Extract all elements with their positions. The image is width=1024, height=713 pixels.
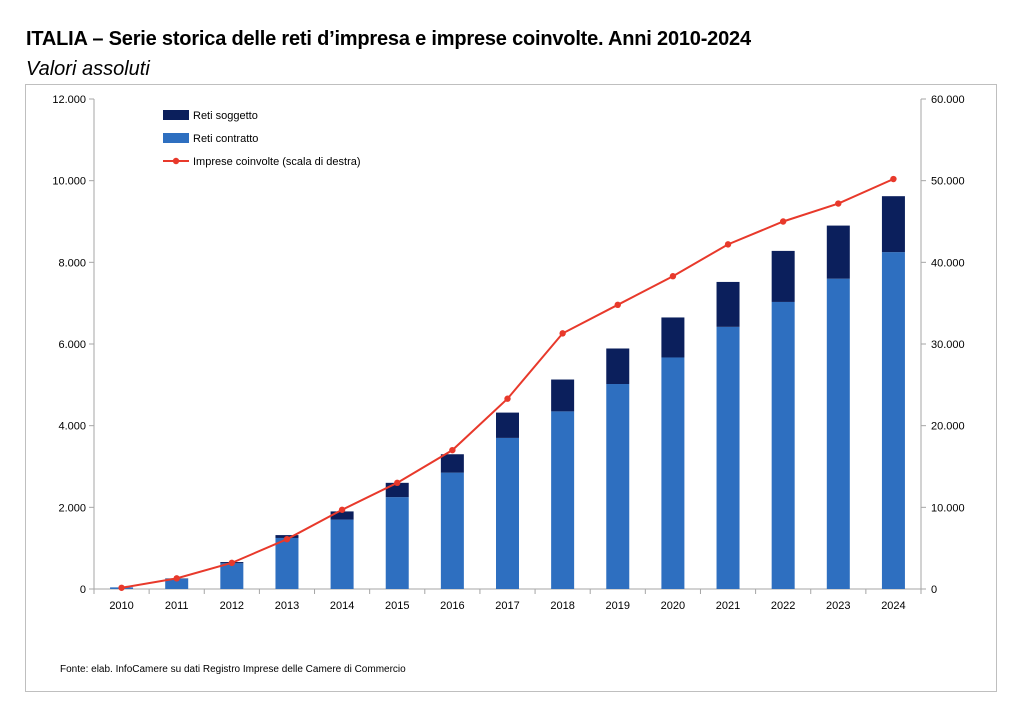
right-tick-label: 40.000	[931, 257, 965, 269]
point-imprese-coinvolte	[338, 506, 346, 513]
point-imprese-coinvolte	[559, 330, 566, 337]
right-tick-label: 20.000	[931, 421, 965, 433]
legend-label-reti-contratto: Reti contratto	[193, 133, 258, 145]
right-tick-label: 10.000	[931, 502, 965, 514]
right-tick-label: 0	[931, 584, 937, 596]
bar-reti-contratto	[716, 326, 740, 589]
bar-reti-contratto	[385, 497, 409, 589]
left-tick-label: 12.000	[52, 94, 86, 106]
x-tick-label: 2016	[440, 600, 464, 612]
bar-reti-contratto	[826, 278, 850, 589]
bar-reti-soggetto	[440, 454, 464, 473]
point-imprese-coinvolte	[449, 446, 456, 454]
bar-reti-contratto	[165, 578, 189, 589]
chart-frame: 0 2.000 4.000 6.000 8.000 10.000 12.000 0 10.000…	[25, 84, 997, 692]
left-tick-label: 6.000	[58, 339, 86, 351]
bar-reti-contratto	[496, 437, 519, 589]
bar-reti-contratto	[661, 357, 685, 589]
chart-title: ITALIA – Serie storica delle reti d’impr…	[26, 28, 751, 50]
bar-reti-soggetto	[771, 250, 795, 302]
right-tick-label: 60.000	[931, 94, 965, 106]
bar-reti-soggetto	[606, 348, 630, 385]
chart-subtitle: Valori assoluti	[26, 58, 150, 80]
bar-reti-soggetto	[661, 317, 685, 358]
x-tick-label: 2019	[606, 600, 630, 612]
x-tick-label: 2011	[165, 600, 189, 612]
left-tick-label: 0	[80, 584, 86, 596]
x-tick-label: 2017	[495, 600, 519, 612]
legend-swatch-reti-soggetto	[163, 110, 189, 120]
x-tick-label: 2024	[881, 600, 905, 612]
x-tick-label: 2020	[661, 600, 685, 612]
bar-reti-soggetto	[496, 412, 519, 438]
bar-reti-contratto	[551, 411, 575, 589]
bar-reti-soggetto	[826, 225, 850, 279]
bar-reti-soggetto	[716, 281, 740, 327]
x-tick-label: 2015	[385, 600, 409, 612]
right-tick-label: 50.000	[931, 176, 965, 188]
left-tick-label: 2.000	[58, 502, 86, 514]
bar-reti-contratto	[881, 252, 905, 589]
point-imprese-coinvolte	[779, 218, 787, 225]
chart-plot: 0 2.000 4.000 6.000 8.000 10.000 12.000 0 10.000…	[52, 94, 965, 612]
legend-label-reti-soggetto: Reti soggetto	[193, 110, 258, 122]
point-imprese-coinvolte	[228, 559, 236, 567]
x-tick-label: 2021	[716, 600, 740, 612]
bar-reti-contratto	[220, 563, 244, 589]
x-tick-label: 2012	[220, 600, 244, 612]
x-tick-label: 2018	[550, 600, 574, 612]
bar-reti-contratto	[440, 472, 464, 589]
x-tick-label: 2022	[771, 600, 795, 612]
point-imprese-coinvolte	[724, 241, 732, 248]
bar-reti-contratto	[771, 301, 795, 589]
point-imprese-coinvolte	[614, 301, 621, 308]
legend-swatch-imprese-marker	[172, 157, 180, 165]
bar-reti-contratto	[606, 384, 630, 589]
legend-label-imprese-coinvolte: Imprese coinvolte (scala di destra)	[193, 156, 361, 168]
point-imprese-coinvolte	[118, 584, 125, 591]
x-tick-label: 2023	[826, 600, 850, 612]
left-tick-label: 8.000	[58, 257, 86, 269]
x-tick-label: 2013	[275, 600, 299, 612]
bar-reti-contratto	[275, 537, 299, 589]
point-imprese-coinvolte	[669, 273, 677, 280]
point-imprese-coinvolte	[394, 479, 401, 487]
point-imprese-coinvolte	[835, 200, 842, 207]
bar-reti-soggetto	[330, 511, 354, 520]
bar-reti-contratto	[330, 519, 354, 589]
source-note: Fonte: elab. InfoCamere su dati Registro…	[60, 664, 406, 675]
right-tick-label: 30.000	[931, 339, 965, 351]
x-tick-label: 2010	[109, 600, 133, 612]
point-imprese-coinvolte	[283, 535, 291, 543]
bar-reti-soggetto	[551, 379, 575, 412]
point-imprese-coinvolte	[890, 175, 897, 183]
x-tick-label: 2014	[330, 600, 354, 612]
point-imprese-coinvolte	[504, 395, 511, 402]
bar-reti-soggetto	[881, 196, 905, 253]
left-tick-label: 4.000	[58, 421, 86, 433]
left-tick-label: 10.000	[52, 176, 86, 188]
point-imprese-coinvolte	[173, 575, 180, 582]
legend-swatch-reti-contratto	[163, 133, 189, 143]
